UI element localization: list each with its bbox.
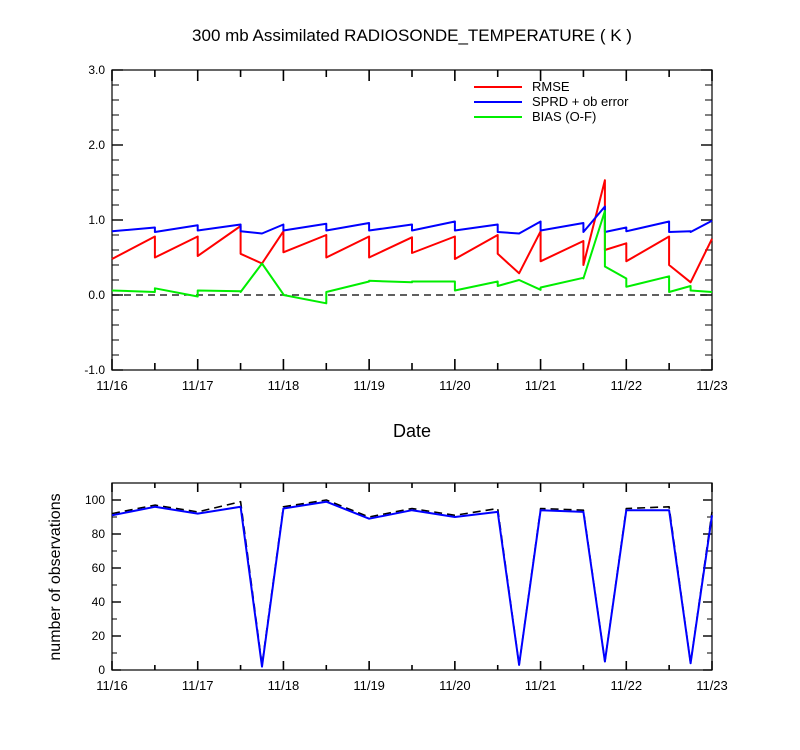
x-tick-label: 11/23 xyxy=(696,678,728,693)
y-tick-label: 3.0 xyxy=(88,63,105,77)
bottom-plot: 11/16 11/17 11/18 11/19 11/20 11/21 11/22 11/23… xyxy=(85,482,728,693)
y-tick-label: 1.0 xyxy=(88,213,105,227)
x-tick-label: 11/16 xyxy=(96,378,128,393)
x-tick-label: 11/21 xyxy=(525,678,557,693)
series-line-0 xyxy=(111,499,713,666)
x-tick-label: 11/20 xyxy=(439,678,471,693)
chart-title: 300 mb Assimilated RADIOSONDE_TEMPERATUR… xyxy=(192,26,632,45)
y-tick-label: 60 xyxy=(92,561,106,575)
y-tick-label: 2.0 xyxy=(88,138,105,152)
x-tick-label: 11/18 xyxy=(268,378,300,393)
series-line-0 xyxy=(111,179,713,284)
x-tick-label: 11/22 xyxy=(610,378,642,393)
x-tick-label: 11/17 xyxy=(182,678,214,693)
y-tick-label: 100 xyxy=(85,493,105,507)
x-tick-label: 11/20 xyxy=(439,378,471,393)
x-tick-label: 11/21 xyxy=(525,378,557,393)
x-tick-label: 11/23 xyxy=(696,378,728,393)
legend-label-2: BIAS (O-F) xyxy=(532,109,596,124)
top-plot: 11/16 11/17 11/18 11/19 11/20 11/21 11/22 11/23… xyxy=(84,63,727,393)
plot-frame xyxy=(111,69,713,371)
y-tick-label: 40 xyxy=(92,595,106,609)
series-line-1 xyxy=(111,500,713,668)
x-axis-label: Date xyxy=(393,421,431,441)
series-line-1 xyxy=(111,205,713,235)
x-tick-label: 11/19 xyxy=(353,678,385,693)
y-tick-label: 0.0 xyxy=(88,288,105,302)
x-tick-label: 11/22 xyxy=(610,678,642,693)
x-tick-label: 11/18 xyxy=(268,678,300,693)
x-tick-label: 11/17 xyxy=(182,378,214,393)
y-tick-label: 20 xyxy=(92,629,106,643)
y-tick-label: 80 xyxy=(92,527,106,541)
series-line-2 xyxy=(111,210,713,305)
y-tick-label: 0 xyxy=(98,663,105,677)
bottom-y-axis-label: number of observations xyxy=(47,493,64,660)
legend-label-1: SPRD + ob error xyxy=(532,94,629,109)
x-tick-label: 11/19 xyxy=(353,378,385,393)
y-tick-label: -1.0 xyxy=(84,363,105,377)
legend-label-0: RMSE xyxy=(532,79,570,94)
x-tick-label: 11/16 xyxy=(96,678,128,693)
